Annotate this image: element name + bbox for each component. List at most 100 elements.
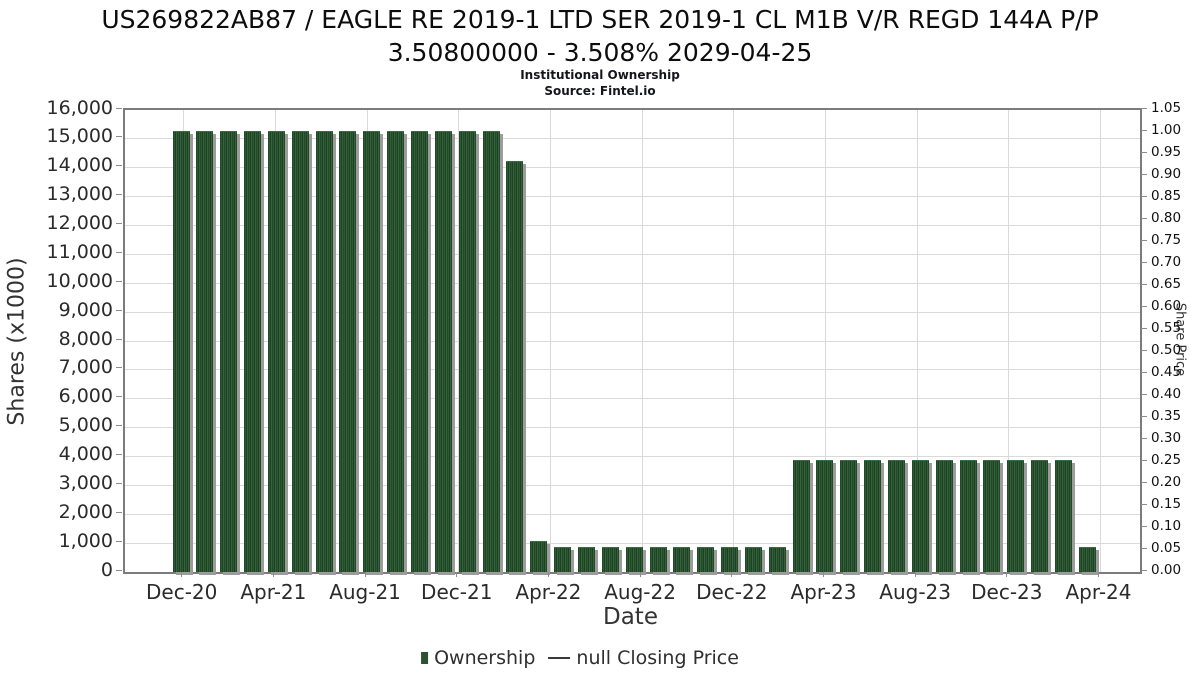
ownership-bar (911, 459, 929, 572)
y-right-tick (1141, 415, 1147, 417)
y-right-tick-label: 0.95 (1151, 144, 1182, 160)
h-gridline (125, 542, 1140, 544)
h-gridline (125, 484, 1140, 486)
y-left-tick (116, 338, 122, 340)
h-gridline (125, 253, 1140, 255)
y-right-tick (1141, 327, 1147, 329)
h-gridline (125, 398, 1140, 400)
y-right-tick (1141, 437, 1147, 439)
x-tick-label: Apr-23 (790, 580, 857, 604)
x-axis-tick (181, 572, 183, 577)
x-axis-tick (914, 572, 916, 577)
legend-item: Ownership (421, 647, 535, 669)
y-right-tick-label: 0.45 (1151, 364, 1182, 380)
chart-title-line2: 3.50800000 - 3.508% 2029-04-25 (387, 38, 813, 67)
x-tick-label: Aug-21 (329, 580, 401, 604)
ownership-bar (697, 547, 715, 572)
x-axis-tick (639, 572, 641, 577)
y-left-tick-label: 9,000 (58, 298, 113, 321)
chart-source: Source: Fintel.io (544, 84, 656, 98)
ownership-bar (744, 547, 762, 572)
ownership-bar (792, 459, 810, 572)
ownership-bar (625, 547, 643, 572)
v-gridline (641, 110, 643, 572)
y-right-tick (1141, 481, 1147, 483)
ownership-bar (864, 459, 882, 572)
v-gridline (549, 110, 551, 572)
x-tick-label: Dec-23 (971, 580, 1043, 604)
y-left-tick (116, 425, 122, 427)
ownership-bar (458, 130, 476, 572)
h-gridline (125, 513, 1140, 515)
y-left-tick (116, 107, 122, 109)
y-left-tick-label: 13,000 (46, 183, 113, 206)
y-left-tick-label: 8,000 (58, 327, 113, 350)
y-right-tick (1141, 393, 1147, 395)
y-left-tick-label: 14,000 (46, 154, 113, 177)
chart-subtitle: Institutional Ownership (520, 68, 680, 82)
ownership-bar (172, 130, 190, 572)
ownership-bar (721, 547, 739, 572)
y-right-tick (1141, 547, 1147, 549)
y-right-tick-label: 1.00 (1151, 122, 1182, 138)
x-axis-label: Date (603, 604, 658, 630)
y-left-tick-label: 11,000 (46, 240, 113, 263)
y-left-tick-label: 2,000 (58, 500, 113, 523)
y-right-tick (1141, 173, 1147, 175)
y-left-tick-label: 15,000 (46, 125, 113, 148)
legend-line-marker (548, 656, 571, 660)
y-right-tick (1141, 305, 1147, 307)
y-right-tick (1141, 371, 1147, 373)
y-right-tick-label: 0.65 (1151, 276, 1182, 292)
y-right-tick-label: 0.55 (1151, 320, 1182, 336)
y-left-tick-label: 6,000 (58, 385, 113, 408)
y-right-tick (1141, 569, 1147, 571)
v-gridline (733, 110, 735, 572)
ownership-bar (291, 130, 309, 572)
y-right-tick-label: 0.10 (1151, 518, 1182, 534)
y-right-tick-label: 0.60 (1151, 298, 1182, 314)
ownership-bar (220, 130, 238, 572)
y-left-tick (116, 482, 122, 484)
y-left-tick (116, 511, 122, 513)
v-gridline (1100, 110, 1101, 572)
h-gridline (125, 311, 1140, 313)
ownership-bar (411, 130, 428, 572)
legend-label: null Closing Price (576, 647, 739, 669)
ownership-bar (888, 459, 905, 572)
legend-item: null Closing Price (548, 647, 739, 669)
ownership-bar (673, 547, 691, 572)
plot-area (123, 108, 1142, 574)
ownership-bar (840, 459, 858, 572)
h-gridline (125, 427, 1140, 429)
x-tick-label: Aug-23 (879, 580, 951, 604)
ownership-bar (1007, 459, 1025, 572)
y-right-tick (1141, 107, 1147, 109)
h-gridline (125, 369, 1140, 371)
y-right-tick (1141, 503, 1147, 505)
chart-title: US269822AB87 / EAGLE RE 2019-1 LTD SER 2… (0, 3, 1200, 69)
ownership-bar (959, 459, 977, 572)
y-left-tick (116, 396, 122, 398)
x-tick-label: Dec-22 (696, 580, 768, 604)
h-gridline (125, 282, 1140, 284)
y-right-tick-label: 0.00 (1151, 562, 1182, 578)
ownership-bar (196, 130, 214, 572)
x-tick-label: Dec-21 (421, 580, 493, 604)
y-right-tick-label: 0.90 (1151, 166, 1182, 182)
ownership-bar (816, 459, 834, 572)
x-tick-label: Apr-24 (1065, 580, 1132, 604)
h-gridline (125, 167, 1140, 169)
ownership-bar (530, 540, 548, 572)
x-axis-tick (364, 572, 366, 577)
h-gridline (125, 456, 1140, 457)
ownership-bar (983, 459, 1001, 572)
ownership-bar (482, 130, 500, 572)
y-right-tick-label: 0.85 (1151, 188, 1182, 204)
y-right-tick (1141, 217, 1147, 219)
y-left-tick-label: 7,000 (58, 356, 113, 379)
y-right-tick (1141, 239, 1147, 241)
y-right-tick-label: 0.70 (1151, 254, 1182, 270)
x-axis-tick (822, 572, 824, 577)
